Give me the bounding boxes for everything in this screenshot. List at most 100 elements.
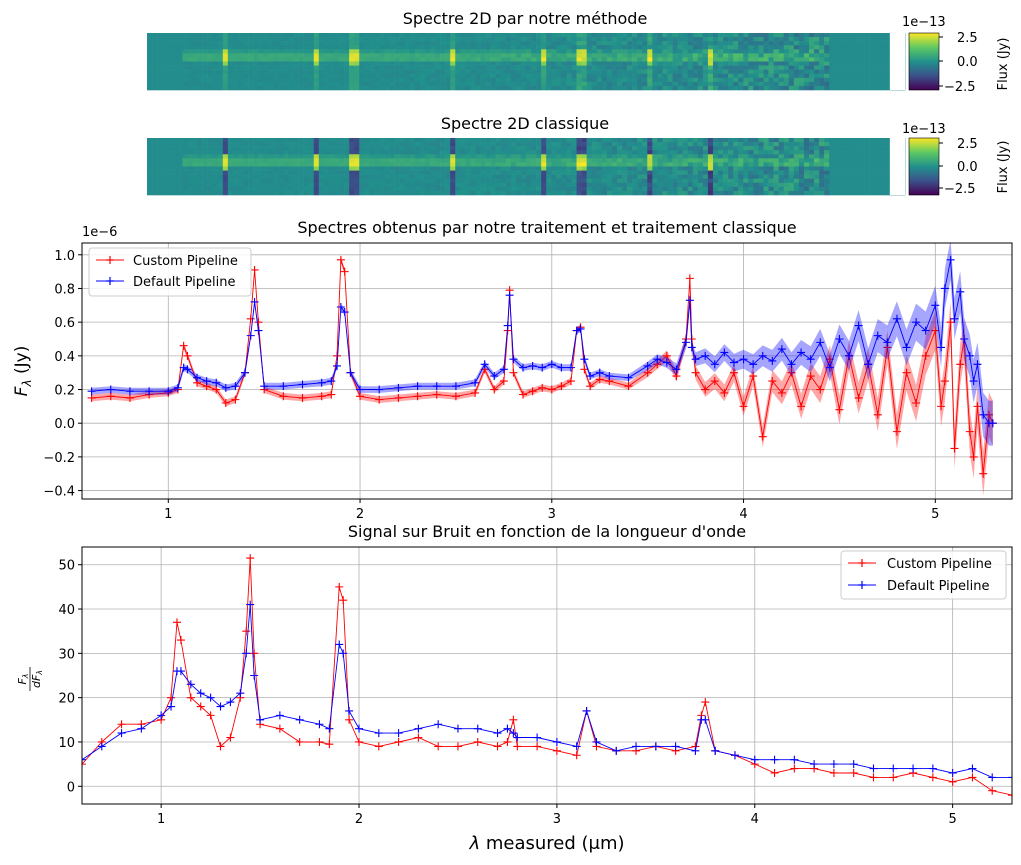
data-point xyxy=(768,377,777,386)
data-point xyxy=(685,274,694,283)
data-point xyxy=(928,764,937,773)
data-point xyxy=(339,596,348,605)
data-point xyxy=(538,363,547,372)
data-point xyxy=(183,351,192,360)
series-line xyxy=(82,604,1012,778)
data-point xyxy=(758,432,767,441)
data-point xyxy=(240,368,249,377)
spectra-title: Spectres obtenus par notre traitement et… xyxy=(297,218,796,237)
data-point xyxy=(394,393,403,402)
data-point xyxy=(250,265,259,274)
data-point xyxy=(503,321,512,330)
data-point xyxy=(572,742,581,751)
data-point xyxy=(413,382,422,391)
data-point xyxy=(212,378,221,387)
data-point xyxy=(829,760,838,769)
data-point xyxy=(797,348,806,357)
snr-axes xyxy=(81,546,1013,805)
data-point xyxy=(125,387,134,396)
data-point xyxy=(720,388,729,397)
heatmap1-image xyxy=(147,33,906,91)
data-point xyxy=(183,365,192,374)
data-point xyxy=(921,326,930,335)
data-point xyxy=(196,702,205,711)
data-point xyxy=(298,380,307,389)
data-point xyxy=(892,427,901,436)
data-point xyxy=(605,372,614,381)
data-point xyxy=(547,385,556,394)
data-point xyxy=(509,368,518,377)
data-point xyxy=(196,689,205,698)
data-point xyxy=(315,720,324,729)
data-point xyxy=(825,363,834,372)
data-point xyxy=(226,733,235,742)
data-point xyxy=(777,388,786,397)
data-point xyxy=(394,737,403,746)
data-point xyxy=(480,360,489,369)
data-point xyxy=(937,402,946,411)
data-point xyxy=(940,284,949,293)
data-point xyxy=(948,768,957,777)
data-point xyxy=(346,368,355,377)
data-point xyxy=(572,326,581,335)
data-point xyxy=(471,388,480,397)
data-point xyxy=(414,733,423,742)
data-point xyxy=(835,405,844,414)
data-point xyxy=(873,331,882,340)
data-point xyxy=(82,755,86,764)
data-point xyxy=(586,382,595,391)
data-point xyxy=(499,377,508,386)
data-point xyxy=(968,764,977,773)
y-tick-label: 0.4 xyxy=(54,350,75,365)
data-point xyxy=(816,385,825,394)
data-point xyxy=(892,314,901,323)
data-point xyxy=(473,724,482,733)
data-point xyxy=(254,326,263,335)
data-point xyxy=(173,383,182,392)
data-point xyxy=(969,377,978,386)
heatmap1-colorbar-tick: 2.5 xyxy=(957,31,978,46)
data-point xyxy=(490,372,499,381)
data-point xyxy=(624,382,633,391)
data-point xyxy=(509,729,518,738)
data-point xyxy=(845,351,854,360)
data-point xyxy=(691,355,700,364)
heatmap2-image xyxy=(147,138,906,196)
data-point xyxy=(327,390,336,399)
legend-default-pipeline: Default Pipeline xyxy=(133,275,236,290)
svg-text:dFλ: dFλ xyxy=(30,670,44,688)
data-point xyxy=(374,729,383,738)
data-point xyxy=(513,733,522,742)
heatmap1-colorbar-label: Flux (Jy) xyxy=(996,38,1011,91)
data-point xyxy=(355,724,364,733)
data-point xyxy=(889,773,898,782)
spectra-series xyxy=(87,243,997,496)
series-error-band xyxy=(91,243,993,446)
data-point xyxy=(643,368,652,377)
data-point xyxy=(1008,773,1012,782)
snr-legend-default: Default Pipeline xyxy=(887,579,990,594)
data-point xyxy=(236,689,245,698)
data-point xyxy=(246,554,255,563)
data-point xyxy=(883,338,892,347)
x-tick-label: 1 xyxy=(164,507,172,522)
data-point xyxy=(965,427,974,436)
data-point xyxy=(950,314,959,323)
data-point xyxy=(167,702,176,711)
data-point xyxy=(552,746,561,755)
x-tick-label: 2 xyxy=(355,812,363,827)
spectra-ticks: 1 2 3 4 5 −0.4 −0.2 0.0 0.2 0.4 0.6 0.8 1.0 xyxy=(43,249,939,522)
data-point xyxy=(787,368,796,377)
data-point xyxy=(612,746,621,755)
data-point xyxy=(256,715,265,724)
data-point xyxy=(335,582,344,591)
data-point xyxy=(768,356,777,365)
data-point xyxy=(106,385,115,394)
y-tick-label: −0.4 xyxy=(43,485,75,500)
data-point xyxy=(528,387,537,396)
data-point xyxy=(710,377,719,386)
data-point xyxy=(216,742,225,751)
data-point xyxy=(580,365,589,374)
heatmap1-colorbar-tick: 0.0 xyxy=(957,55,978,70)
